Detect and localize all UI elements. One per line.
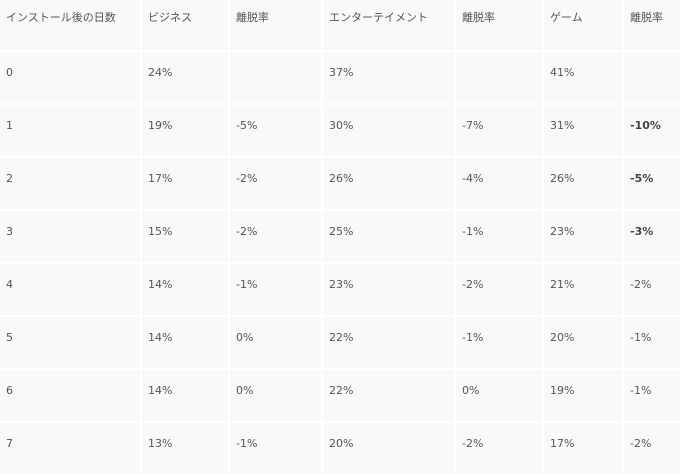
cell-entertainment: 22% [323,317,454,370]
cell-day: 5 [0,317,140,370]
cell-business: 14% [142,264,228,317]
cell-games: 19% [544,370,622,423]
cell-entertainment-churn: -2% [456,264,542,317]
cell-entertainment: 23% [323,264,454,317]
cell-business-churn: -5% [230,105,321,158]
cell-day: 0 [0,52,140,105]
cell-games: 20% [544,317,622,370]
cell-business-churn: -2% [230,211,321,264]
cell-business: 17% [142,158,228,211]
cell-games-churn: -2% [624,423,680,476]
cell-business-churn: -1% [230,423,321,476]
cell-entertainment-churn [456,52,542,105]
cell-business-churn: -1% [230,264,321,317]
cell-games-churn: -10% [624,105,680,158]
cell-games: 17% [544,423,622,476]
header-business-churn: 離脱率 [230,0,321,52]
cell-games: 26% [544,158,622,211]
header-games-churn: 離脱率 [624,0,680,52]
cell-games: 31% [544,105,622,158]
cell-day: 4 [0,264,140,317]
cell-business-churn: -2% [230,158,321,211]
cell-business-churn [230,52,321,105]
cell-games-churn: -3% [624,211,680,264]
cell-entertainment-churn: -4% [456,158,542,211]
cell-games-churn: -5% [624,158,680,211]
cell-entertainment: 25% [323,211,454,264]
cell-day: 1 [0,105,140,158]
header-business: ビジネス [142,0,228,52]
cell-business-churn: 0% [230,370,321,423]
cell-business: 24% [142,52,228,105]
cell-day: 7 [0,423,140,476]
cell-games-churn [624,52,680,105]
cell-entertainment-churn: -1% [456,211,542,264]
cell-games: 41% [544,52,622,105]
cell-entertainment-churn: -7% [456,105,542,158]
cell-day: 3 [0,211,140,264]
cell-entertainment: 26% [323,158,454,211]
cell-business: 14% [142,370,228,423]
cell-business: 13% [142,423,228,476]
cell-day: 2 [0,158,140,211]
cell-games-churn: -1% [624,317,680,370]
header-games: ゲーム [544,0,622,52]
cell-entertainment-churn: 0% [456,370,542,423]
cell-entertainment-churn: -2% [456,423,542,476]
header-entertainment: エンターテイメント [323,0,454,52]
cell-entertainment: 20% [323,423,454,476]
cell-entertainment: 22% [323,370,454,423]
cell-business: 15% [142,211,228,264]
cell-business: 14% [142,317,228,370]
cell-entertainment-churn: -1% [456,317,542,370]
cell-entertainment: 37% [323,52,454,105]
cell-games-churn: -2% [624,264,680,317]
header-entertainment-churn: 離脱率 [456,0,542,52]
cell-games-churn: -1% [624,370,680,423]
cell-business: 19% [142,105,228,158]
header-days-since-install: インストール後の日数 [0,0,140,52]
cell-business-churn: 0% [230,317,321,370]
cell-games: 23% [544,211,622,264]
cell-day: 6 [0,370,140,423]
cell-games: 21% [544,264,622,317]
cell-entertainment: 30% [323,105,454,158]
